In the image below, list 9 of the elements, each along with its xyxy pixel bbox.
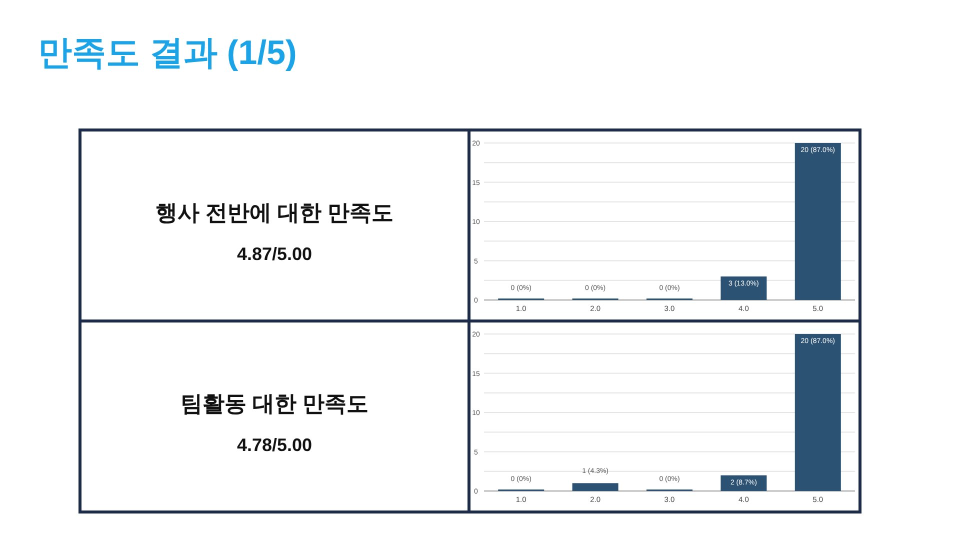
text: 행사 전반에 대한 만족도 [155,200,394,225]
bar [794,334,841,491]
bar [572,483,618,491]
bar [720,276,767,300]
text: 4.78/5.00 [236,434,312,455]
text: 만족도 결과 (1/5) [38,34,297,72]
text: 팀활동 대한 만족도 [180,390,369,416]
bar [794,143,841,300]
text: 4.87/5.00 [236,244,312,264]
